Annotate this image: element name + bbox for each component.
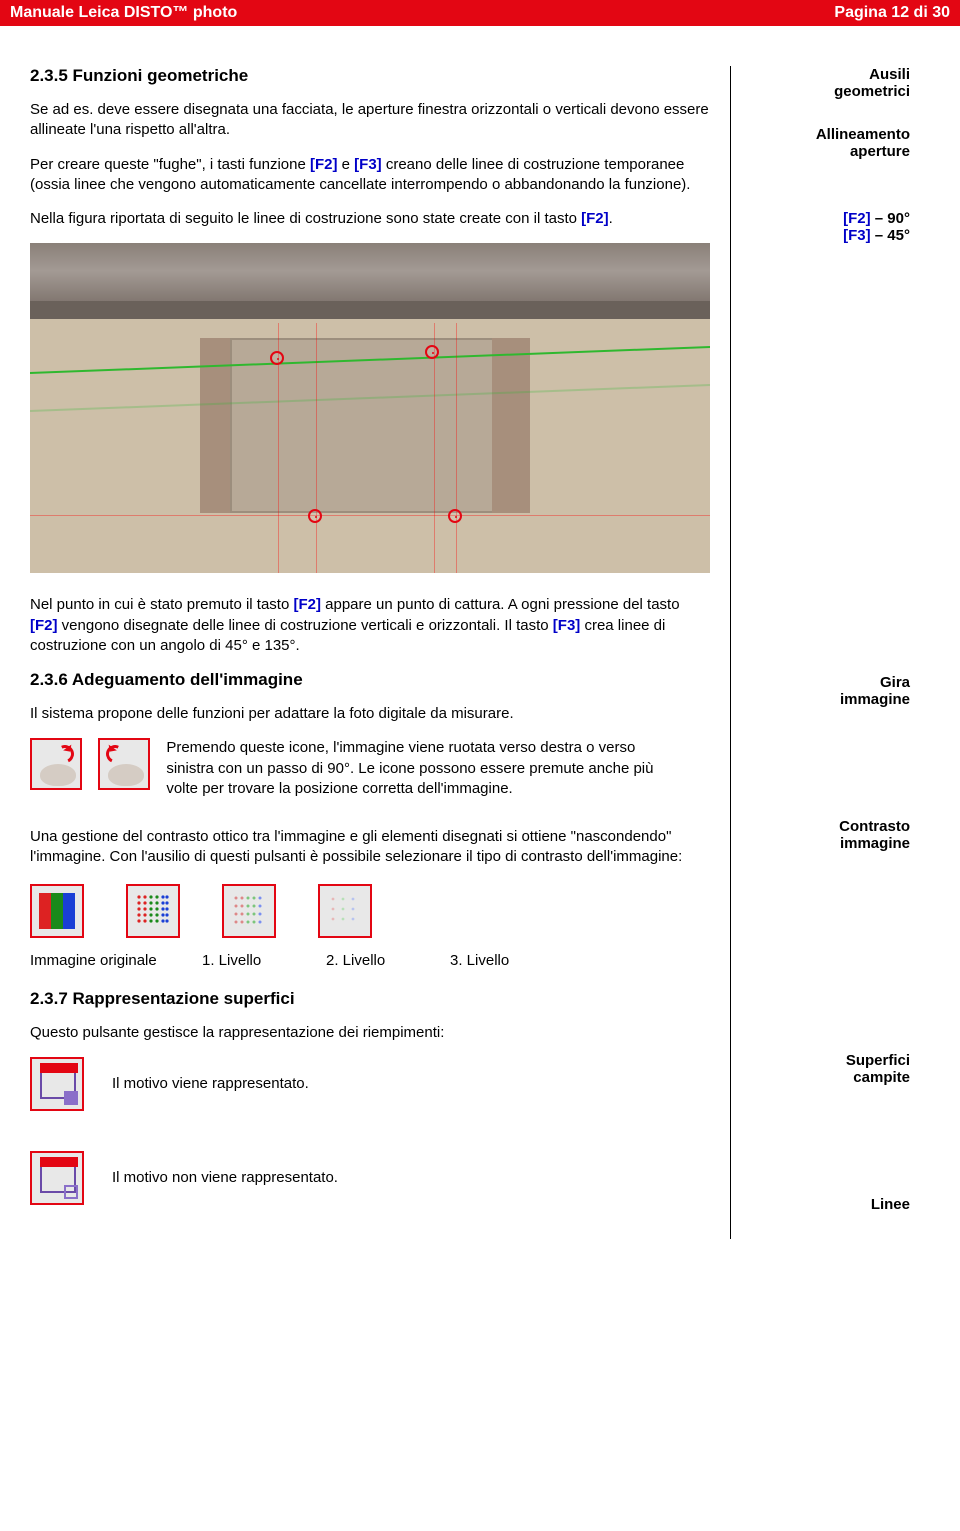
label-level1: 1. Livello bbox=[202, 952, 294, 969]
label-level2: 2. Livello bbox=[326, 952, 418, 969]
dots-light-icon bbox=[328, 894, 362, 928]
main-column: 2.3.5 Funzioni geometriche Se ad es. dev… bbox=[30, 66, 710, 1239]
side-linee: Linee bbox=[743, 1196, 910, 1213]
surface-outline-button[interactable] bbox=[30, 1151, 84, 1205]
heading-235: 2.3.5 Funzioni geometriche bbox=[30, 66, 710, 86]
rotate-ccw-button[interactable] bbox=[98, 738, 150, 790]
figure-construction-lines bbox=[30, 243, 710, 573]
contrast-level3-button[interactable] bbox=[318, 884, 372, 938]
para-237-intro: Questo pulsante gestisce la rappresentaz… bbox=[30, 1023, 710, 1043]
fill-description: Il motivo viene rappresentato. bbox=[112, 1075, 309, 1092]
side-contrasto: Contrasto immagine bbox=[743, 818, 910, 852]
sidebar: Ausili geometrici Allineamento aperture … bbox=[730, 66, 910, 1239]
contrast-labels: Immagine originale 1. Livello 2. Livello… bbox=[30, 952, 710, 969]
para-235-2: Per creare queste "fughe", i tasti funzi… bbox=[30, 155, 710, 196]
para-235-4: Nel punto in cui è stato premuto il tast… bbox=[30, 595, 710, 656]
label-original: Immagine originale bbox=[30, 952, 170, 969]
para-contrast-intro: Una gestione del contrasto ottico tra l'… bbox=[30, 827, 710, 868]
contrast-level1-button[interactable] bbox=[126, 884, 180, 938]
rgb-bars-icon bbox=[39, 893, 75, 929]
key-f3: [F3] bbox=[354, 156, 382, 173]
label-level3: 3. Livello bbox=[450, 952, 542, 969]
rotate-icons-row: Premendo queste icone, l'immagine viene … bbox=[30, 738, 710, 799]
header-bar: Manuale Leica DISTO™ photo Pagina 12 di … bbox=[0, 0, 960, 26]
manual-title: Manuale Leica DISTO™ photo bbox=[10, 4, 237, 22]
side-allineamento: Allineamento aperture bbox=[743, 126, 910, 160]
dots-medium-icon bbox=[232, 894, 266, 928]
para-235-3: Nella figura riportata di seguito le lin… bbox=[30, 209, 710, 229]
side-ausili: Ausili geometrici bbox=[743, 66, 910, 100]
side-gira: Gira immagine bbox=[743, 674, 910, 708]
heading-236: 2.3.6 Adeguamento dell'immagine bbox=[30, 670, 710, 690]
contrast-icons-row bbox=[30, 884, 710, 938]
key-f2: [F2] bbox=[310, 156, 338, 173]
page-indicator: Pagina 12 di 30 bbox=[834, 4, 950, 22]
para-236-intro: Il sistema propone delle funzioni per ad… bbox=[30, 704, 710, 724]
dots-dense-icon bbox=[136, 894, 170, 928]
side-superfici: Superfici campite bbox=[743, 1052, 910, 1086]
heading-237: 2.3.7 Rappresentazione superfici bbox=[30, 989, 710, 1009]
house-outline-icon bbox=[40, 1165, 76, 1193]
para-235-1: Se ad es. deve essere disegnata una facc… bbox=[30, 100, 710, 141]
contrast-level2-button[interactable] bbox=[222, 884, 276, 938]
house-fill-icon bbox=[40, 1071, 76, 1099]
rotate-ccw-icon bbox=[104, 743, 127, 766]
surface-fill-button[interactable] bbox=[30, 1057, 84, 1111]
side-fkeys: [F2] – 90° [F3] – 45° bbox=[743, 210, 910, 244]
rotate-cw-icon bbox=[53, 743, 76, 766]
contrast-original-button[interactable] bbox=[30, 884, 84, 938]
outline-description: Il motivo non viene rappresentato. bbox=[112, 1169, 338, 1186]
rotate-cw-button[interactable] bbox=[30, 738, 82, 790]
rotate-description: Premendo queste icone, l'immagine viene … bbox=[166, 738, 666, 799]
